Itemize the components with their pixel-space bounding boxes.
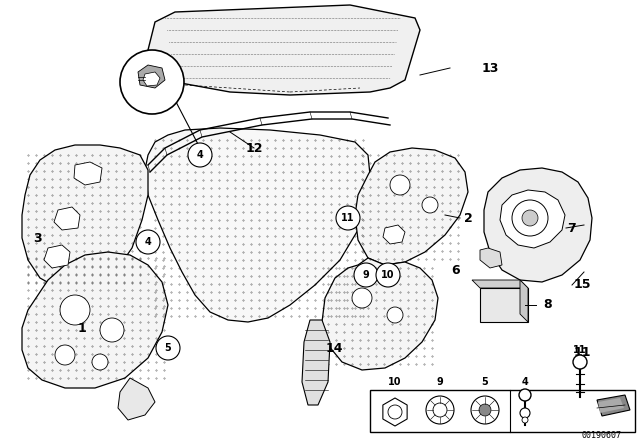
Circle shape — [188, 143, 212, 167]
Text: 5: 5 — [164, 343, 172, 353]
Text: 4: 4 — [145, 237, 152, 247]
Text: 10: 10 — [381, 270, 395, 280]
Polygon shape — [383, 225, 405, 244]
Polygon shape — [383, 398, 407, 426]
Polygon shape — [322, 258, 438, 370]
Polygon shape — [148, 5, 420, 95]
Circle shape — [520, 408, 530, 418]
Text: 14: 14 — [325, 341, 343, 354]
Circle shape — [136, 230, 160, 254]
Circle shape — [156, 336, 180, 360]
Text: 11: 11 — [341, 213, 355, 223]
Polygon shape — [520, 280, 528, 322]
Text: 8: 8 — [544, 298, 552, 311]
Text: 9: 9 — [436, 377, 444, 387]
Polygon shape — [74, 162, 102, 185]
Polygon shape — [480, 248, 502, 268]
Circle shape — [387, 307, 403, 323]
Circle shape — [522, 210, 538, 226]
Circle shape — [376, 263, 400, 287]
Polygon shape — [370, 390, 635, 432]
Text: 15: 15 — [573, 279, 591, 292]
Circle shape — [426, 396, 454, 424]
Circle shape — [471, 396, 499, 424]
Text: 12: 12 — [245, 142, 263, 155]
Circle shape — [422, 197, 438, 213]
Circle shape — [512, 200, 548, 236]
Polygon shape — [143, 72, 160, 86]
Polygon shape — [598, 398, 624, 413]
Text: 2: 2 — [463, 211, 472, 224]
Text: 11: 11 — [573, 345, 591, 358]
Polygon shape — [54, 207, 80, 230]
Circle shape — [433, 403, 447, 417]
Circle shape — [390, 175, 410, 195]
Text: 6: 6 — [452, 263, 460, 276]
Text: 00190607: 00190607 — [582, 431, 622, 440]
Polygon shape — [145, 128, 370, 322]
Polygon shape — [44, 245, 70, 268]
Circle shape — [92, 354, 108, 370]
Circle shape — [522, 417, 528, 423]
Circle shape — [354, 263, 378, 287]
Circle shape — [336, 206, 360, 230]
Circle shape — [60, 295, 90, 325]
Circle shape — [519, 389, 531, 401]
Text: 5: 5 — [482, 377, 488, 387]
Circle shape — [55, 345, 75, 365]
Circle shape — [573, 355, 587, 369]
Circle shape — [479, 404, 491, 416]
Text: 4: 4 — [196, 150, 204, 160]
Polygon shape — [500, 190, 565, 248]
Polygon shape — [22, 252, 168, 388]
Circle shape — [100, 318, 124, 342]
Text: 9: 9 — [363, 270, 369, 280]
Polygon shape — [138, 65, 165, 88]
Circle shape — [120, 50, 184, 114]
Polygon shape — [118, 378, 155, 420]
Polygon shape — [22, 145, 148, 290]
Text: 13: 13 — [481, 61, 499, 74]
Text: 7: 7 — [568, 221, 577, 234]
Text: 3: 3 — [34, 232, 42, 245]
Polygon shape — [480, 288, 528, 322]
Text: 11: 11 — [573, 345, 587, 355]
Polygon shape — [484, 168, 592, 282]
Circle shape — [388, 405, 402, 419]
Polygon shape — [472, 280, 528, 288]
Polygon shape — [597, 395, 630, 416]
Polygon shape — [355, 148, 468, 265]
Polygon shape — [302, 320, 330, 405]
Text: 4: 4 — [522, 377, 529, 387]
Text: 10: 10 — [388, 377, 402, 387]
Text: 1: 1 — [77, 322, 86, 335]
Circle shape — [352, 288, 372, 308]
